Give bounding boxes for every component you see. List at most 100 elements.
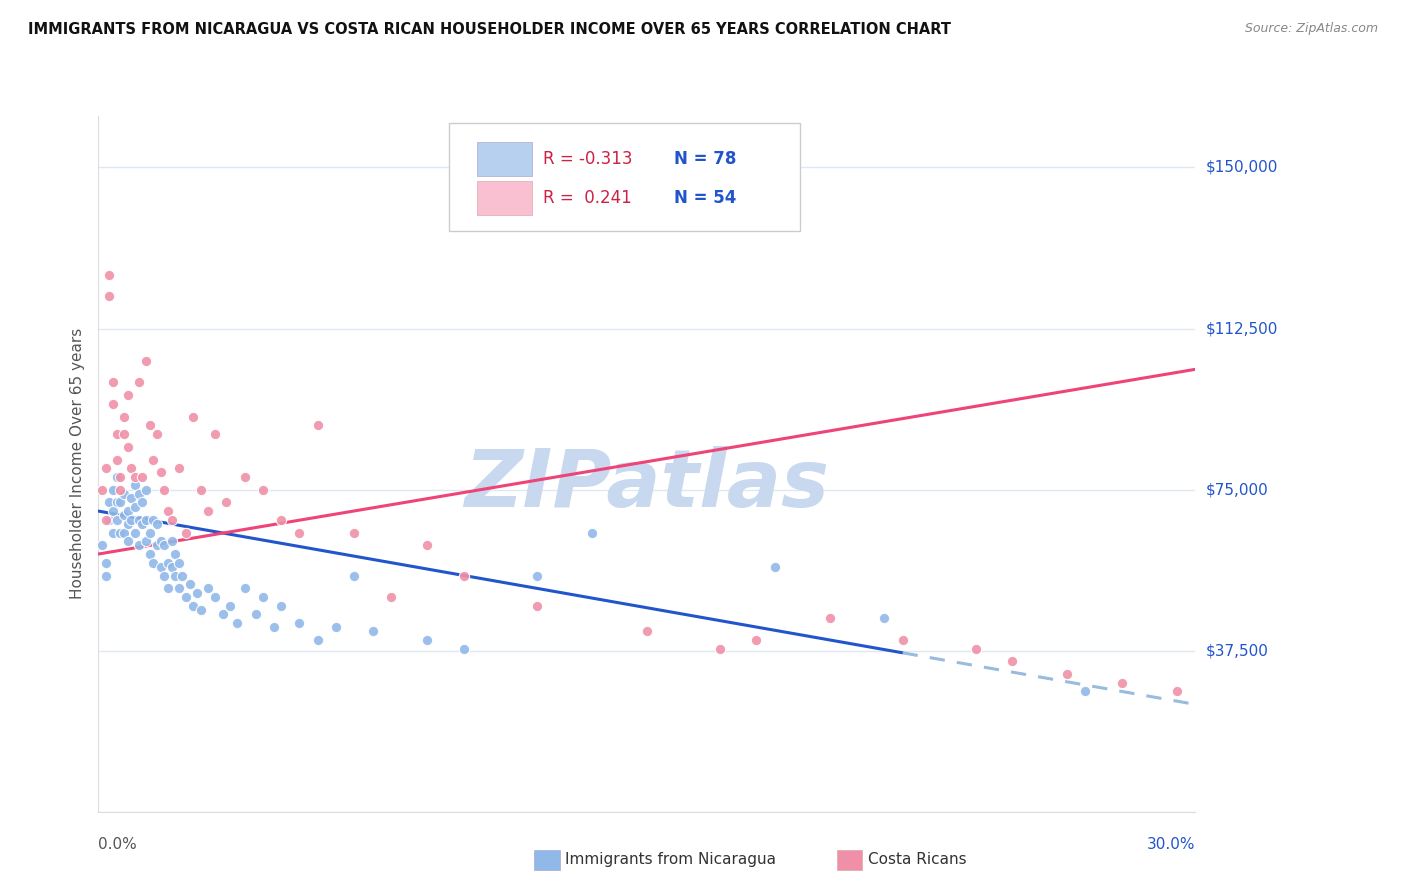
Point (873, 611, 896, 625)
Point (117, 534, 139, 549)
Point (105, 495, 128, 509)
Point (112, 487, 135, 501)
Point (112, 525, 135, 540)
Text: $150,000: $150,000 (1206, 160, 1278, 175)
Point (138, 525, 160, 540)
Point (153, 568, 176, 582)
Point (343, 525, 366, 540)
Point (965, 641, 987, 656)
Point (1056, 667, 1078, 681)
Point (105, 469, 128, 483)
Point (124, 525, 146, 540)
Point (636, 624, 658, 639)
Point (124, 478, 146, 492)
Point (153, 538, 176, 552)
Point (165, 568, 187, 582)
Point (1074, 684, 1097, 698)
Point (165, 547, 187, 561)
Point (160, 534, 183, 549)
Point (156, 504, 179, 518)
Point (745, 632, 768, 647)
Point (98, 495, 121, 509)
Point (131, 469, 153, 483)
Point (263, 620, 285, 634)
Point (190, 603, 212, 617)
Point (91, 483, 114, 497)
Point (270, 599, 292, 613)
Text: $37,500: $37,500 (1206, 643, 1270, 658)
Point (105, 513, 128, 527)
Point (124, 469, 146, 483)
Point (183, 409, 205, 424)
Point (110, 525, 132, 540)
Text: $112,500: $112,500 (1206, 321, 1278, 336)
Point (149, 534, 172, 549)
Point (142, 452, 165, 467)
Point (174, 525, 197, 540)
Point (204, 590, 226, 604)
Point (149, 560, 172, 574)
Point (416, 632, 439, 647)
Point (197, 504, 219, 518)
Point (307, 632, 329, 647)
Point (233, 469, 256, 483)
Point (380, 590, 402, 604)
Text: 0.0%: 0.0% (98, 837, 138, 852)
Point (343, 568, 366, 582)
Point (120, 513, 142, 527)
Point (581, 525, 603, 540)
Text: Source: ZipAtlas.com: Source: ZipAtlas.com (1244, 22, 1378, 36)
Point (763, 560, 786, 574)
Point (142, 513, 165, 527)
Point (526, 599, 548, 613)
Point (156, 582, 179, 596)
Point (146, 538, 169, 552)
Point (138, 418, 160, 433)
Point (252, 590, 274, 604)
Point (124, 500, 146, 514)
Point (183, 599, 205, 613)
Point (110, 469, 132, 483)
FancyBboxPatch shape (477, 142, 531, 177)
Text: N = 54: N = 54 (675, 189, 737, 207)
Point (197, 582, 219, 596)
Point (128, 376, 150, 390)
Point (1001, 654, 1024, 668)
Point (142, 556, 165, 570)
Point (215, 495, 238, 509)
Point (110, 483, 132, 497)
Text: R = -0.313: R = -0.313 (543, 150, 633, 168)
Text: Costa Ricans: Costa Ricans (868, 853, 966, 867)
Point (453, 568, 475, 582)
Text: Immigrants from Nicaragua: Immigrants from Nicaragua (565, 853, 776, 867)
Point (891, 632, 914, 647)
Point (156, 556, 179, 570)
Point (117, 388, 139, 402)
Point (160, 513, 183, 527)
Point (91, 538, 114, 552)
Point (211, 607, 233, 622)
Point (149, 466, 172, 480)
Point (252, 483, 274, 497)
Point (245, 607, 267, 622)
Point (101, 525, 124, 540)
Text: ZIPatlas: ZIPatlas (464, 446, 830, 524)
Point (98, 289, 121, 303)
Text: R =  0.241: R = 0.241 (543, 189, 631, 207)
Point (526, 568, 548, 582)
Point (117, 516, 139, 531)
Point (112, 426, 135, 441)
Point (128, 487, 150, 501)
Point (131, 516, 153, 531)
Point (101, 483, 124, 497)
Point (105, 426, 128, 441)
Text: N = 78: N = 78 (675, 150, 737, 168)
Point (416, 538, 439, 552)
Point (160, 560, 183, 574)
Y-axis label: Householder Income Over 65 years: Householder Income Over 65 years (69, 328, 84, 599)
Point (101, 397, 124, 411)
Point (153, 483, 176, 497)
Point (453, 641, 475, 656)
Text: IMMIGRANTS FROM NICARAGUA VS COSTA RICAN HOUSEHOLDER INCOME OVER 65 YEARS CORREL: IMMIGRANTS FROM NICARAGUA VS COSTA RICAN… (28, 22, 950, 37)
Point (325, 620, 347, 634)
